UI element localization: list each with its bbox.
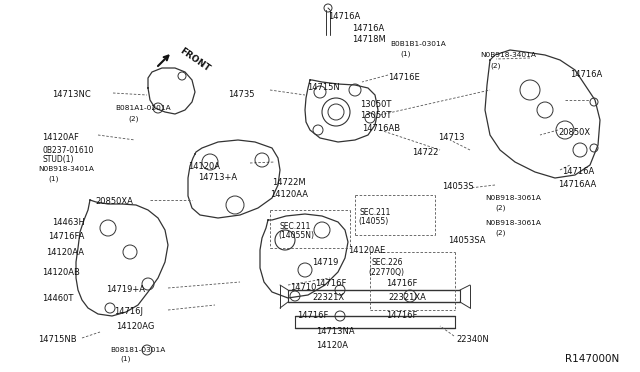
Text: N0B918-3401A: N0B918-3401A xyxy=(38,166,94,172)
Text: 14713NC: 14713NC xyxy=(52,90,91,99)
Text: 14120A: 14120A xyxy=(316,341,348,350)
Text: 13050T: 13050T xyxy=(360,100,392,109)
Text: SEC.211: SEC.211 xyxy=(280,222,312,231)
Text: 14716AB: 14716AB xyxy=(362,124,400,133)
Text: 14120AA: 14120AA xyxy=(46,248,84,257)
Text: 14716AA: 14716AA xyxy=(558,180,596,189)
Text: 14715NB: 14715NB xyxy=(38,335,77,344)
Text: (2): (2) xyxy=(490,62,500,68)
Text: 14460T: 14460T xyxy=(42,294,74,303)
Text: B081A1-0201A: B081A1-0201A xyxy=(115,105,171,111)
Text: R147000N: R147000N xyxy=(565,354,620,364)
Text: 14120AB: 14120AB xyxy=(42,268,80,277)
Text: 14716FA: 14716FA xyxy=(48,232,84,241)
Text: 14713: 14713 xyxy=(438,133,465,142)
Text: (2): (2) xyxy=(495,204,506,211)
Text: 20850X: 20850X xyxy=(558,128,590,137)
Text: 14716J: 14716J xyxy=(114,307,143,316)
Text: 13050T: 13050T xyxy=(360,111,392,120)
Text: 14120AA: 14120AA xyxy=(270,190,308,199)
Text: 22340N: 22340N xyxy=(456,335,489,344)
Text: 20850XA: 20850XA xyxy=(95,197,133,206)
Text: (22770Q): (22770Q) xyxy=(368,268,404,277)
Text: B0B1B1-0301A: B0B1B1-0301A xyxy=(390,41,445,47)
Text: (2): (2) xyxy=(128,115,138,122)
Text: 14735: 14735 xyxy=(228,90,255,99)
Text: 14716F: 14716F xyxy=(386,279,417,288)
Text: (1): (1) xyxy=(120,356,131,362)
Text: 14716A: 14716A xyxy=(562,167,595,176)
Text: (1): (1) xyxy=(48,175,58,182)
Text: 14719+A: 14719+A xyxy=(106,285,145,294)
Text: 14719: 14719 xyxy=(312,258,339,267)
Text: 14722M: 14722M xyxy=(272,178,306,187)
Text: 14716F: 14716F xyxy=(386,311,417,320)
Text: 14120AE: 14120AE xyxy=(348,246,385,255)
Text: N0B918-3061A: N0B918-3061A xyxy=(485,220,541,226)
Text: B08181-0301A: B08181-0301A xyxy=(110,347,165,353)
Text: 14053SA: 14053SA xyxy=(448,236,486,245)
Text: 14716A: 14716A xyxy=(328,12,360,21)
Text: 14120AG: 14120AG xyxy=(116,322,154,331)
Text: 14120A: 14120A xyxy=(188,162,220,171)
Text: (14055N): (14055N) xyxy=(278,231,314,240)
Text: 14713NA: 14713NA xyxy=(316,327,355,336)
Text: 0B237-01610: 0B237-01610 xyxy=(42,146,93,155)
Text: 14463H: 14463H xyxy=(52,218,85,227)
Text: (1): (1) xyxy=(400,50,410,57)
Text: 22321X: 22321X xyxy=(312,293,344,302)
Text: 14718M: 14718M xyxy=(352,35,386,44)
Text: SEC.226: SEC.226 xyxy=(372,258,403,267)
Text: N0B918-3401A: N0B918-3401A xyxy=(480,52,536,58)
Text: 22321XA: 22321XA xyxy=(388,293,426,302)
Text: SEC.211: SEC.211 xyxy=(360,208,392,217)
Text: (2): (2) xyxy=(495,229,506,235)
Text: 14120AF: 14120AF xyxy=(42,133,79,142)
Text: N0B918-3061A: N0B918-3061A xyxy=(485,195,541,201)
Text: FRONT: FRONT xyxy=(178,46,212,74)
Text: 14053S: 14053S xyxy=(442,182,474,191)
Text: 14716F: 14716F xyxy=(297,311,328,320)
Text: 14722: 14722 xyxy=(412,148,438,157)
Text: 14716E: 14716E xyxy=(388,73,420,82)
Text: 14715N: 14715N xyxy=(307,83,340,92)
Text: 14716F: 14716F xyxy=(315,279,346,288)
Text: (14055): (14055) xyxy=(358,217,388,226)
Text: 14716A: 14716A xyxy=(570,70,602,79)
Text: STUD(1): STUD(1) xyxy=(42,155,74,164)
Text: 14710: 14710 xyxy=(290,283,316,292)
Text: 14716A: 14716A xyxy=(352,24,384,33)
Text: 14713+A: 14713+A xyxy=(198,173,237,182)
